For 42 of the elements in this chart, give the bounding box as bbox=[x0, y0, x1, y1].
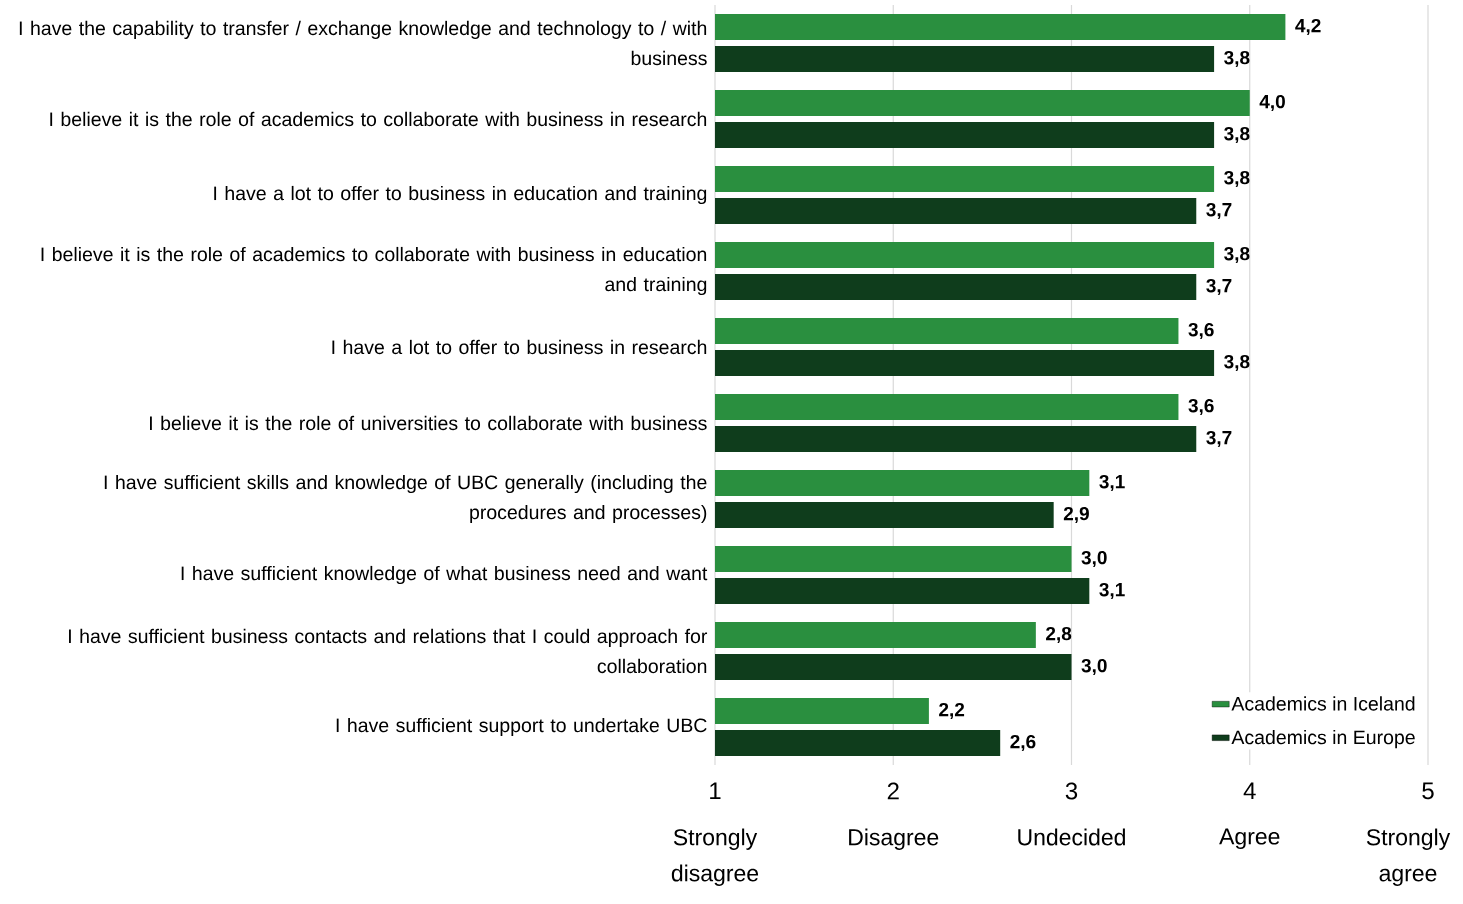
data-label: 3,6 bbox=[1188, 398, 1214, 416]
x-tick-label: 2 bbox=[887, 782, 899, 800]
data-label: 2,8 bbox=[1046, 626, 1072, 644]
data-label: 3,1 bbox=[1099, 582, 1125, 600]
text: Agree bbox=[1219, 828, 1280, 850]
data-label: 4,2 bbox=[1295, 18, 1321, 36]
data-label: 3,0 bbox=[1081, 550, 1107, 568]
data-label: 3,0 bbox=[1081, 658, 1107, 676]
y-tick-label: I have sufficient support to undertake UBC bbox=[336, 717, 707, 737]
data-label: 2,6 bbox=[1010, 734, 1036, 752]
y-tick-label: I have a lot to offer to business in education and training bbox=[214, 185, 707, 205]
data-label: 3,8 bbox=[1224, 170, 1250, 188]
data-label: 4,0 bbox=[1259, 94, 1285, 112]
data-label: 3,8 bbox=[1224, 354, 1250, 372]
data-label: 3,8 bbox=[1224, 50, 1250, 68]
text: Disagree bbox=[849, 828, 939, 850]
y-tick-label: I have sufficient skills and knowledge of UBC generally (including the procedures and processes) bbox=[104, 474, 707, 524]
data-label: 3,7 bbox=[1206, 278, 1232, 296]
legend-label: Academics in Iceland bbox=[1231, 696, 1415, 711]
data-label: 3,6 bbox=[1188, 322, 1214, 340]
y-tick-label: I have the capability to transfer / exchange knowledge and technology to / with business bbox=[19, 20, 707, 66]
data-label: 2,9 bbox=[1063, 506, 1089, 524]
y-tick-label: I have sufficient knowledge of what business need and want bbox=[181, 565, 708, 585]
x-tick-label: 3 bbox=[1065, 782, 1078, 800]
x-tick-label: 1 bbox=[710, 782, 721, 800]
x-tick-label: 5 bbox=[1422, 782, 1434, 800]
legend-label: Academics in Europe bbox=[1231, 729, 1415, 749]
x-tick-label: 4 bbox=[1243, 782, 1256, 800]
data-label: 3,7 bbox=[1206, 430, 1232, 448]
text: Undecided bbox=[1018, 828, 1125, 846]
y-tick-label: I believe it is the role of universities to collaborate with business bbox=[150, 415, 707, 431]
y-tick-label: I believe it is the role of academics to collaborate with business in education and training bbox=[41, 246, 707, 296]
text: Strongly disagree bbox=[671, 828, 759, 886]
data-label: 3,7 bbox=[1206, 202, 1232, 220]
y-tick-label: I have a lot to offer to business in research bbox=[332, 339, 707, 355]
data-label: 3,8 bbox=[1224, 246, 1250, 264]
data-label: 2,2 bbox=[939, 702, 965, 720]
y-tick-label: I have sufficient business contacts and relations that I could approach for collaboration bbox=[69, 628, 708, 674]
text: Strongly agree bbox=[1366, 828, 1451, 886]
y-tick-label: I believe it is the role of academics to collaborate with business in research bbox=[50, 111, 707, 127]
data-label: 3,8 bbox=[1224, 126, 1250, 144]
data-label: 3,1 bbox=[1099, 474, 1125, 492]
